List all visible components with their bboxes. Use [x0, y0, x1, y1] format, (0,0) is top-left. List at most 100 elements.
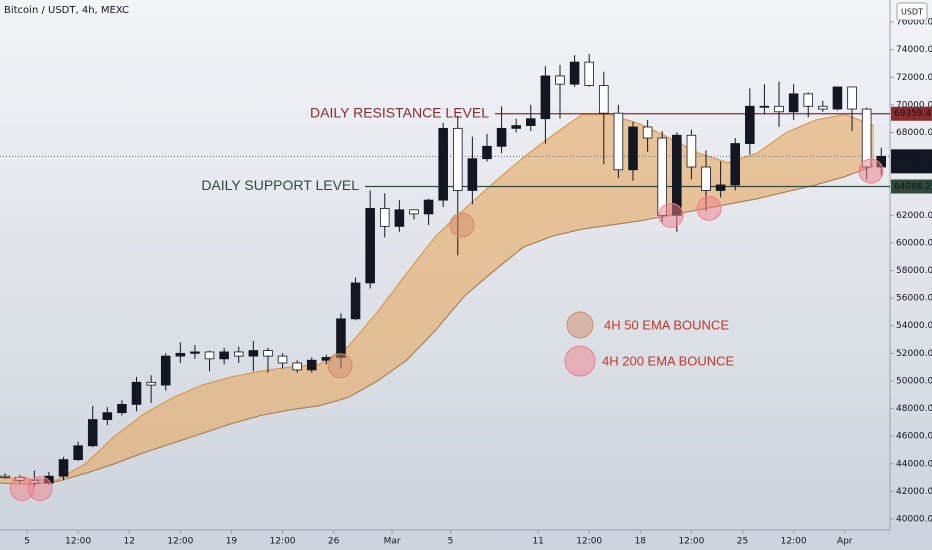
- candle-body: [774, 105, 784, 113]
- bounce-marker: [858, 158, 884, 184]
- legend-label: 4H 200 EMA BOUNCE: [602, 353, 735, 368]
- y-tick-label: 74000.00: [896, 45, 932, 55]
- candle-body: [190, 351, 200, 354]
- level-price-box: [891, 106, 932, 121]
- candle-body: [759, 105, 770, 108]
- candle-body: [511, 125, 521, 129]
- bounce-marker: [27, 476, 53, 502]
- candle-body: [394, 209, 405, 227]
- x-tick-label: 12:00: [576, 537, 602, 547]
- candle-body: [657, 137, 667, 216]
- x-tick-label: 12:00: [65, 537, 91, 547]
- legend-swatch: [564, 345, 596, 377]
- x-tick-label: 12:00: [678, 537, 704, 547]
- bounce-marker: [449, 212, 475, 238]
- candle-body: [248, 350, 259, 357]
- candle-body: [818, 105, 828, 110]
- last-price-box: [891, 149, 932, 174]
- candle-body: [526, 118, 536, 126]
- countdown-label: 03:06:10: [896, 162, 932, 172]
- candle-body: [73, 445, 83, 461]
- bounce-marker: [696, 195, 722, 221]
- candle-body: [832, 86, 843, 110]
- candle-body: [233, 351, 244, 357]
- candle-body: [117, 404, 127, 414]
- candle-body: [175, 352, 186, 357]
- candle-body: [102, 412, 113, 420]
- candle-body: [423, 199, 434, 215]
- x-tick-label: Mar: [384, 537, 401, 547]
- candle-body: [613, 112, 624, 171]
- ema-band: [0, 114, 874, 485]
- candle-body: [642, 126, 653, 139]
- level-price-label: 69359.42: [894, 109, 932, 119]
- candle-body: [277, 355, 288, 364]
- candle-body: [131, 381, 142, 405]
- candle-body: [350, 282, 361, 320]
- candle-body: [452, 127, 463, 191]
- y-tick-label: 44000.00: [896, 459, 932, 469]
- level-label: DAILY RESISTANCE LEVEL: [310, 104, 489, 120]
- y-tick-label: 54000.00: [896, 321, 932, 331]
- candle-body: [409, 209, 419, 215]
- candle-body: [701, 166, 711, 191]
- candle-body: [745, 105, 755, 144]
- candle-body: [292, 362, 302, 371]
- y-tick-label: 42000.00: [896, 487, 932, 497]
- level-label: DAILY SUPPORT LEVEL: [201, 177, 359, 193]
- currency-label[interactable]: USDT: [901, 8, 923, 17]
- legend-label: 4H 50 EMA BOUNCE: [604, 317, 729, 332]
- level-price-label: 64086.25: [894, 182, 932, 192]
- currency-box[interactable]: [896, 2, 928, 21]
- x-tick-label: 19: [226, 537, 238, 547]
- ema-line: [0, 165, 875, 486]
- candle-body: [219, 351, 229, 360]
- last-price-label: 66272.02: [894, 152, 932, 162]
- candle-body: [0, 475, 10, 478]
- y-tick-label: 46000.00: [896, 432, 932, 442]
- candle-body: [467, 158, 478, 191]
- candle-body: [861, 108, 872, 168]
- y-tick-label: 68000.00: [896, 128, 932, 138]
- candle-body: [204, 351, 215, 360]
- x-tick-label: 12:00: [167, 537, 193, 547]
- candle-body: [803, 93, 814, 107]
- candle-body: [715, 184, 726, 191]
- candle-body: [336, 318, 346, 358]
- y-tick-label: 60000.00: [896, 238, 932, 248]
- y-tick-label: 72000.00: [896, 73, 932, 83]
- x-tick-label: 12:00: [270, 537, 296, 547]
- candle-body: [599, 85, 609, 114]
- candle-body: [306, 359, 317, 371]
- candle-body: [146, 381, 156, 386]
- x-tick-label: 11: [532, 537, 543, 547]
- candle-body: [540, 75, 551, 120]
- chart-title: Bitcoin / USDT, 4h, MEXC: [4, 5, 129, 16]
- y-tick-label: 52000.00: [896, 349, 932, 359]
- candle-body: [847, 86, 857, 110]
- y-tick-label: 76000.00: [896, 18, 932, 28]
- x-tick-label: 25: [737, 537, 748, 547]
- candle-body: [87, 419, 98, 447]
- y-tick-label: 50000.00: [896, 376, 932, 386]
- x-tick-label: 26: [328, 537, 340, 547]
- candle-body: [58, 459, 69, 477]
- candle-body: [438, 127, 448, 201]
- x-tick-label: Apr: [837, 537, 853, 547]
- x-tick-label: 12: [124, 537, 135, 547]
- y-tick-label: 58000.00: [896, 266, 932, 276]
- candle-body: [482, 145, 492, 160]
- candle-body: [628, 126, 638, 171]
- y-tick-label: 40000.00: [896, 514, 932, 524]
- candle-body: [569, 61, 580, 85]
- candle-body: [788, 93, 799, 113]
- candle-body: [160, 355, 171, 386]
- candle-body: [686, 134, 697, 168]
- y-tick-label: 56000.00: [896, 294, 932, 304]
- candle-body: [555, 75, 565, 85]
- candle-body: [730, 143, 740, 186]
- bounce-marker: [327, 353, 353, 379]
- x-tick-label: 12:00: [781, 537, 807, 547]
